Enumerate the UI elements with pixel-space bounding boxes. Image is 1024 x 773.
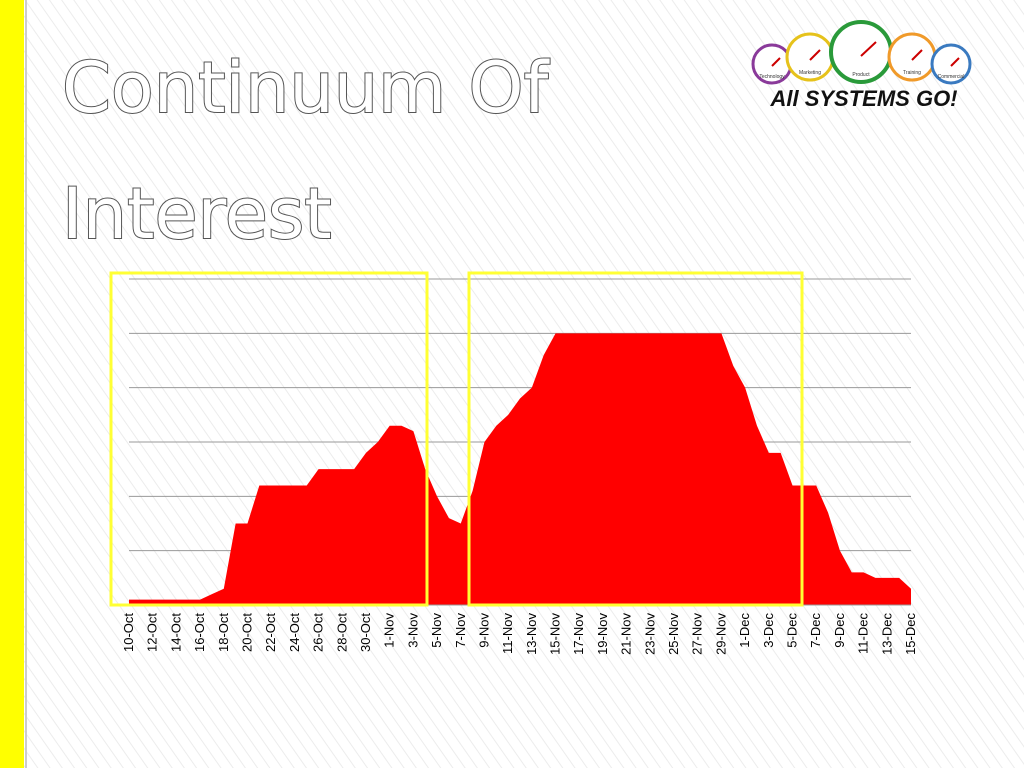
x-tick-label: 3-Dec — [761, 613, 776, 648]
x-tick-label: 9-Nov — [476, 613, 491, 648]
gauge-label: Training — [903, 70, 921, 76]
x-tick-label: 13-Nov — [524, 613, 539, 655]
logo: Technology Marketing Product Training Co… — [751, 20, 972, 111]
x-tick-label: 12-Oct — [145, 613, 160, 652]
x-tick-label: 5-Dec — [785, 613, 800, 648]
x-tick-label: 29-Nov — [713, 613, 728, 655]
x-tick-label: 7-Dec — [808, 613, 823, 648]
title-line: Interest — [62, 173, 332, 255]
x-tick-label: 7-Nov — [453, 613, 468, 648]
highlight-box — [109, 271, 429, 607]
x-tick-label: 17-Nov — [571, 613, 586, 655]
x-tick-label: 28-Oct — [334, 613, 349, 652]
gauge-label: Technology — [759, 74, 785, 80]
highlight-box — [467, 271, 804, 607]
gauge-label: Commercial — [938, 74, 965, 80]
x-tick-label: 16-Oct — [192, 613, 207, 652]
slide-title: Continuum Of Interest — [62, 47, 571, 255]
title-line: Continuum Of — [62, 47, 550, 129]
x-tick-label: 27-Nov — [690, 613, 705, 655]
needle — [771, 57, 781, 67]
gauge — [930, 43, 972, 85]
needle — [860, 41, 877, 57]
x-tick-label: 5-Nov — [429, 613, 444, 648]
x-tick-label: 23-Nov — [642, 613, 657, 655]
x-tick-label: 22-Oct — [263, 613, 278, 652]
x-tick-label: 13-Dec — [879, 613, 894, 655]
x-tick-label: 10-Oct — [121, 613, 136, 652]
x-tick-label: 9-Dec — [832, 613, 847, 648]
x-tick-label: 26-Oct — [311, 613, 326, 652]
x-tick-label: 11-Dec — [856, 613, 871, 654]
x-tick-label: 18-Oct — [216, 613, 231, 652]
needle — [809, 49, 821, 61]
x-tick-label: 3-Nov — [405, 613, 420, 648]
x-tick-label: 1-Nov — [382, 613, 397, 648]
x-tick-label: 1-Dec — [737, 613, 752, 648]
x-tick-label: 30-Oct — [358, 613, 373, 652]
logo-text: All SYSTEMS GO! — [769, 86, 957, 111]
side-bar — [0, 0, 24, 768]
gauge-label: Marketing — [799, 70, 821, 76]
x-tick-label: 19-Nov — [595, 613, 610, 655]
x-tick-label: 14-Oct — [168, 613, 183, 652]
plot: 10-Oct 12-Oct 14-Oct 16-Oct 18-Oct 20-Oct 22-O… — [121, 278, 918, 655]
needle — [950, 57, 960, 67]
needle — [911, 49, 923, 61]
x-tick-label: 15-Dec — [903, 613, 918, 655]
area — [129, 333, 911, 605]
x-tick-label: 15-Nov — [548, 613, 563, 655]
x-tick-label: 11-Nov — [500, 613, 515, 654]
x-tick-label: 21-Nov — [619, 613, 634, 655]
x-tick-label: 20-Oct — [239, 613, 254, 652]
gauge-label: Product — [852, 72, 870, 78]
x-tick-label: 24-Oct — [287, 613, 302, 652]
x-tick-label: 25-Nov — [666, 613, 681, 655]
